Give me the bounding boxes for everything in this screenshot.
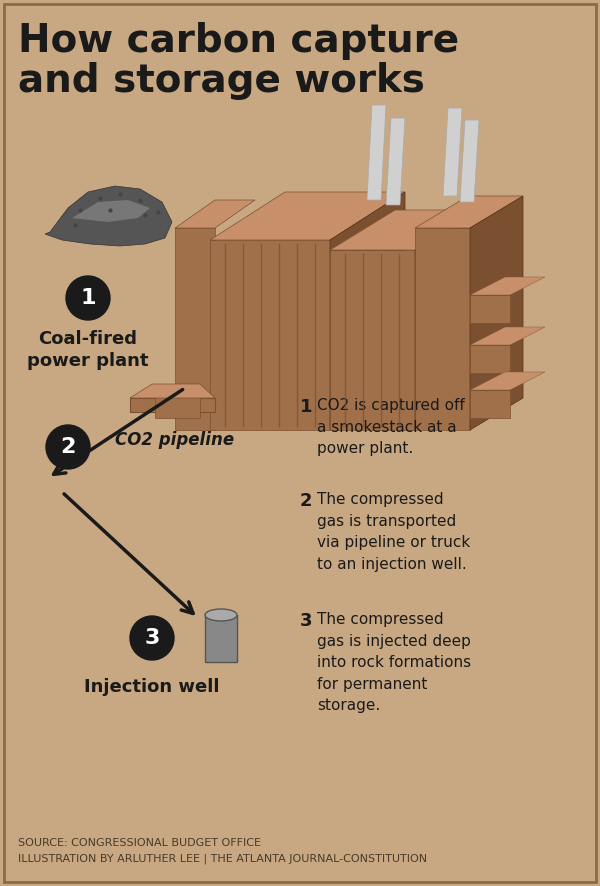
Polygon shape [415, 196, 523, 228]
Circle shape [46, 425, 90, 469]
Polygon shape [470, 295, 510, 323]
Polygon shape [330, 210, 480, 250]
Polygon shape [460, 120, 479, 202]
Text: Coal-fired
power plant: Coal-fired power plant [27, 330, 149, 370]
Polygon shape [470, 345, 510, 373]
Polygon shape [330, 250, 415, 430]
Text: 2: 2 [61, 437, 76, 457]
Text: The compressed
gas is injected deep
into rock formations
for permanent
storage.: The compressed gas is injected deep into… [317, 612, 471, 713]
Polygon shape [72, 200, 150, 222]
Polygon shape [175, 228, 215, 430]
Polygon shape [155, 385, 200, 418]
Polygon shape [386, 118, 405, 205]
Circle shape [66, 276, 110, 320]
Polygon shape [330, 192, 405, 430]
Polygon shape [130, 384, 215, 398]
Text: and storage works: and storage works [18, 62, 425, 100]
Polygon shape [470, 390, 510, 418]
Text: 1: 1 [300, 398, 313, 416]
Polygon shape [175, 200, 255, 228]
Polygon shape [210, 240, 330, 430]
Text: CO2 pipeline: CO2 pipeline [115, 431, 234, 449]
Text: How carbon capture: How carbon capture [18, 22, 459, 60]
Polygon shape [470, 196, 523, 430]
Text: The compressed
gas is transported
via pipeline or truck
to an injection well.: The compressed gas is transported via pi… [317, 492, 470, 571]
Polygon shape [470, 327, 545, 345]
FancyBboxPatch shape [205, 615, 237, 662]
Text: 1: 1 [80, 288, 96, 308]
Polygon shape [130, 398, 215, 412]
Text: CO2 is captured off
a smokestack at a
power plant.: CO2 is captured off a smokestack at a po… [317, 398, 465, 456]
Text: 3: 3 [300, 612, 313, 630]
Polygon shape [367, 105, 386, 200]
Ellipse shape [205, 609, 237, 621]
Polygon shape [210, 192, 405, 240]
Text: SOURCE: CONGRESSIONAL BUDGET OFFICE
ILLUSTRATION BY ARLUTHER LEE | THE ATLANTA J: SOURCE: CONGRESSIONAL BUDGET OFFICE ILLU… [18, 838, 427, 864]
Polygon shape [443, 108, 462, 196]
Circle shape [130, 616, 174, 660]
Polygon shape [415, 210, 480, 430]
Text: 2: 2 [300, 492, 313, 510]
Polygon shape [45, 186, 172, 246]
Text: Injection well: Injection well [84, 678, 220, 696]
Text: 3: 3 [145, 628, 160, 648]
Polygon shape [470, 372, 545, 390]
Polygon shape [470, 277, 545, 295]
Polygon shape [415, 228, 470, 430]
